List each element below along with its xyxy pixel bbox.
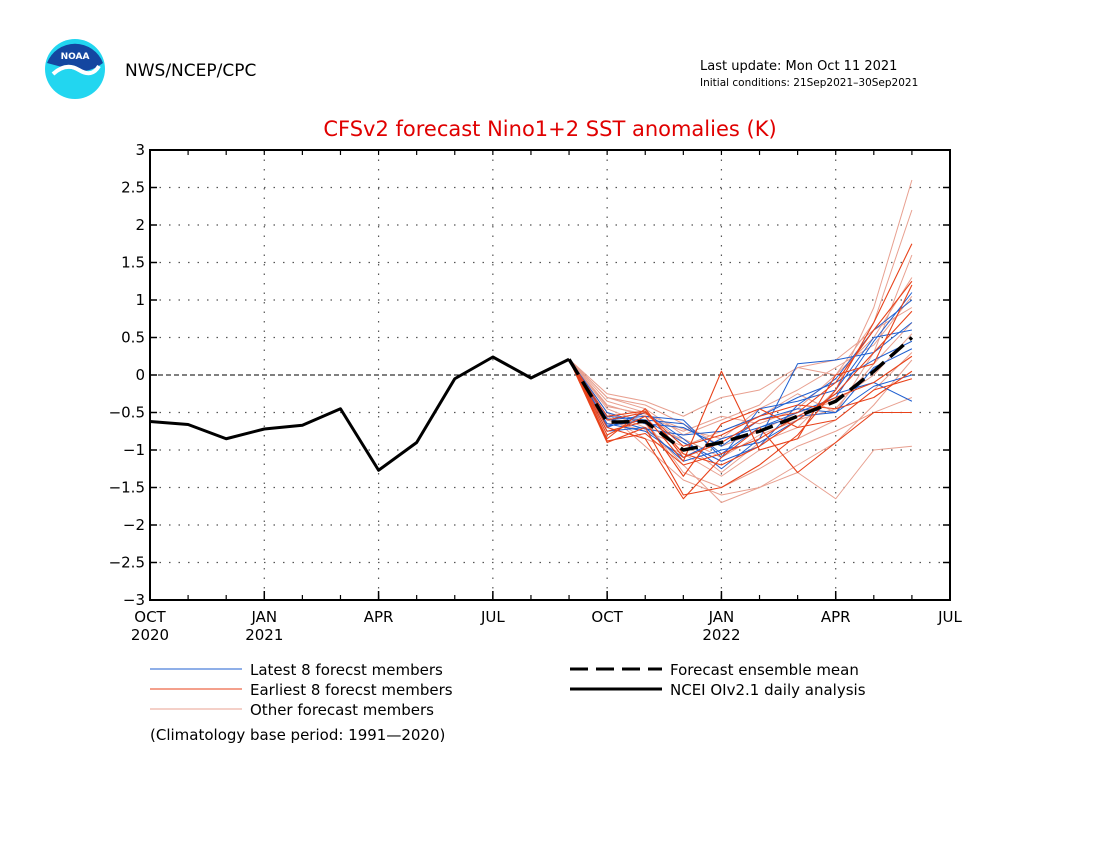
initial-conditions: Initial conditions: 21Sep2021–30Sep2021 <box>700 77 918 89</box>
x-tick-label: JAN <box>250 608 277 626</box>
x-tick-label: OCT <box>591 608 623 626</box>
legend-label-earliest: Earliest 8 forecst members <box>250 681 453 699</box>
earliest-member-line <box>568 310 913 466</box>
legend-label-mean: Forecast ensemble mean <box>670 661 859 679</box>
chart-title: CFSv2 forecast Nino1+2 SST anomalies (K) <box>323 117 776 141</box>
climatology-note: (Climatology base period: 1991—2020) <box>150 726 445 744</box>
legend-label-latest: Latest 8 forecst members <box>250 661 443 679</box>
x-tick-label: APR <box>821 608 851 626</box>
x-tick-label: JAN <box>708 608 735 626</box>
earliest-member-line <box>568 355 913 466</box>
legend: Latest 8 forecst members Earliest 8 fore… <box>150 661 866 719</box>
y-tick-label: 2.5 <box>121 179 145 197</box>
x-year-label: 2022 <box>702 626 740 644</box>
y-tick-label: 0 <box>135 366 145 384</box>
last-update: Last update: Mon Oct 11 2021 <box>700 59 897 74</box>
y-tick-label: −1.5 <box>109 479 145 497</box>
earliest-member-line <box>568 284 913 462</box>
y-tick-label: 2 <box>135 216 145 234</box>
y-tick-label: −2.5 <box>109 554 145 572</box>
y-tick-label: −3 <box>123 591 145 609</box>
analysis-line <box>149 355 570 472</box>
plot-area: 32.521.510.50−0.5−1−1.5−2−2.5−3OCT2020JA… <box>109 141 963 644</box>
y-tick-label: 1 <box>135 291 145 309</box>
other-member-line <box>568 307 913 417</box>
y-tick-label: 1.5 <box>121 254 145 272</box>
y-tick-label: −2 <box>123 516 145 534</box>
other-member-line <box>568 209 913 432</box>
earliest-member-line <box>568 358 913 477</box>
legend-label-other: Other forecast members <box>250 701 434 719</box>
x-tick-label: JUL <box>937 608 962 626</box>
y-tick-label: 3 <box>135 141 145 159</box>
ensemble-mean-line <box>567 336 914 452</box>
y-tick-label: 0.5 <box>121 329 145 347</box>
org-label: NWS/NCEP/CPC <box>125 61 256 81</box>
latest-member-line <box>568 358 913 447</box>
x-tick-label: JUL <box>480 608 505 626</box>
x-year-label: 2021 <box>245 626 283 644</box>
logo-text: NOAA <box>61 52 90 62</box>
x-year-label: 2020 <box>131 626 169 644</box>
legend-label-analysis: NCEI OIv2.1 daily analysis <box>670 681 866 699</box>
y-tick-label: −0.5 <box>109 404 145 422</box>
noaa-logo: NOAA <box>45 39 105 99</box>
earliest-member-line <box>568 243 913 496</box>
earliest-member-line <box>568 358 913 447</box>
x-tick-label: OCT <box>134 608 166 626</box>
earliest-member-line <box>568 358 912 500</box>
x-tick-label: APR <box>364 608 394 626</box>
y-tick-label: −1 <box>123 441 145 459</box>
